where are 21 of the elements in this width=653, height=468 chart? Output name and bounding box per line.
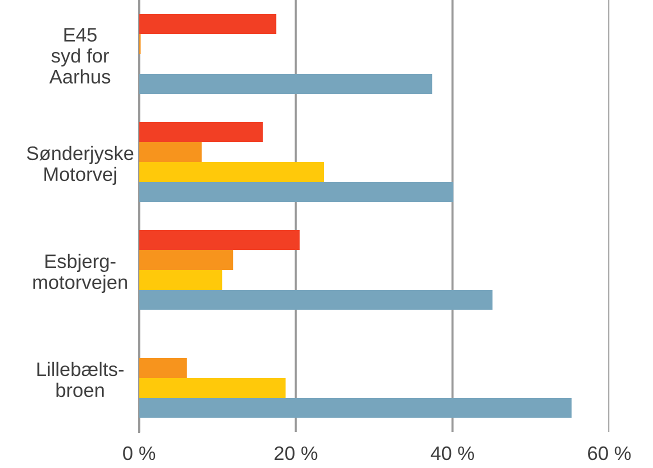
bar [139, 250, 234, 270]
x-tick-label: 60 % [588, 446, 631, 460]
bar [139, 230, 300, 250]
bar [139, 270, 222, 290]
y-tick-label: E45 syd for Aarhus [49, 28, 110, 84]
bar [139, 162, 324, 182]
y-tick-label: Esbjerg- motorvejen [33, 254, 127, 293]
bar [139, 398, 572, 418]
y-tick-label: Sønderjyske Motorvej [26, 146, 134, 185]
x-tick-label: 20 % [274, 446, 318, 460]
bar [139, 122, 263, 142]
x-tick-label: 40 % [430, 446, 474, 460]
bar [139, 74, 432, 94]
bar [139, 14, 276, 34]
bar [139, 358, 187, 378]
bar [139, 378, 286, 398]
bar [139, 290, 492, 310]
bar [139, 142, 202, 162]
y-tick-label: Lillebælts- broen [37, 362, 124, 398]
bar [139, 182, 454, 202]
x-tick-label: 0 % [123, 446, 156, 460]
